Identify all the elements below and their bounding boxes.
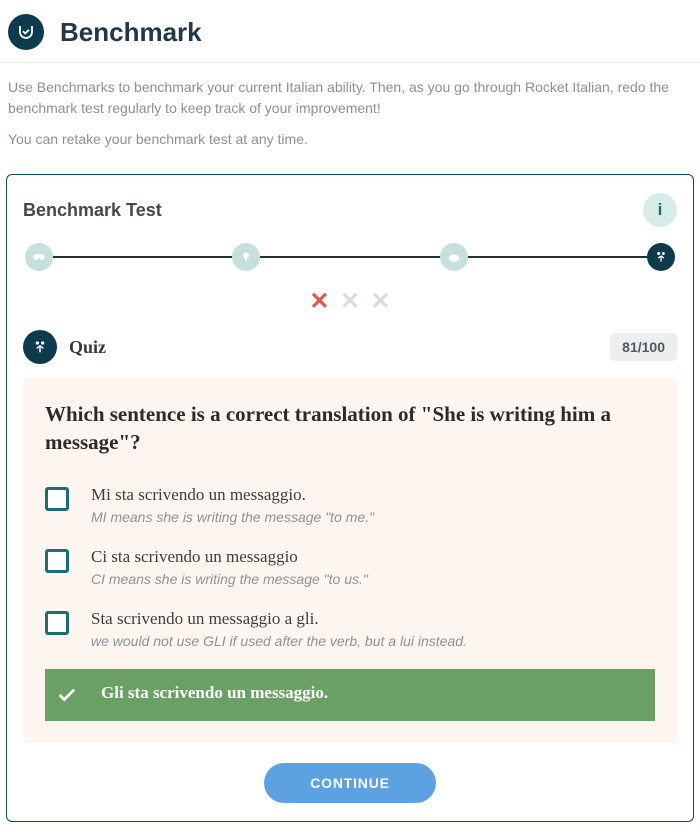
score-badge: 81/100 xyxy=(610,333,677,361)
option-text: Gli sta scrivendo un messaggio. xyxy=(101,683,645,703)
progress-line xyxy=(468,256,647,258)
progress-line xyxy=(53,256,232,258)
benchmark-card: Benchmark Test i ✕ ✕ ✕ Quiz xyxy=(6,174,694,822)
page-title: Benchmark xyxy=(60,17,202,48)
intro-paragraph-2: You can retake your benchmark test at an… xyxy=(8,129,692,150)
card-title: Benchmark Test xyxy=(23,200,162,221)
checkbox-icon xyxy=(45,487,69,511)
progress-line xyxy=(260,256,439,258)
quiz-option-2[interactable]: Ci sta scrivendo un messaggio CI means s… xyxy=(45,539,655,601)
progress-step-1 xyxy=(25,243,53,271)
intro-paragraph-1: Use Benchmarks to benchmark your current… xyxy=(8,77,692,119)
option-text: Sta scrivendo un messaggio a gli. xyxy=(91,609,655,629)
quiz-header: Quiz 81/100 xyxy=(23,330,677,364)
card-header: Benchmark Test i xyxy=(23,193,677,227)
option-text: Mi sta scrivendo un messaggio. xyxy=(91,485,655,505)
life-lost-icon: ✕ xyxy=(309,288,329,315)
question-text: Which sentence is a correct translation … xyxy=(45,400,655,457)
progress-tracker xyxy=(23,243,677,271)
checkbox-icon xyxy=(45,549,69,573)
question-box: Which sentence is a correct translation … xyxy=(23,378,677,743)
continue-button[interactable]: CONTINUE xyxy=(264,763,436,803)
quiz-option-4-correct[interactable]: Gli sta scrivendo un messaggio. xyxy=(45,669,655,721)
life-remaining-icon: ✕ xyxy=(340,288,360,315)
quiz-option-3[interactable]: Sta scrivendo un messaggio a gli. we wou… xyxy=(45,601,655,663)
checkbox-icon xyxy=(45,611,69,635)
progress-step-4-active xyxy=(647,243,675,271)
life-remaining-icon: ✕ xyxy=(371,288,391,315)
quiz-option-1[interactable]: Mi sta scrivendo un messaggio. MI means … xyxy=(45,477,655,539)
lives-remaining: ✕ ✕ ✕ xyxy=(23,287,677,316)
info-button[interactable]: i xyxy=(643,193,677,227)
info-icon: i xyxy=(658,200,663,220)
option-text: Ci sta scrivendo un messaggio xyxy=(91,547,655,567)
progress-step-3 xyxy=(440,243,468,271)
page-header: Benchmark xyxy=(0,0,700,63)
progress-step-2 xyxy=(232,243,260,271)
option-hint: MI means she is writing the message "to … xyxy=(91,509,655,525)
quiz-label: Quiz xyxy=(69,337,106,358)
option-hint: CI means she is writing the message "to … xyxy=(91,571,655,587)
quiz-icon xyxy=(23,330,57,364)
checkmark-icon xyxy=(55,683,79,707)
intro-text: Use Benchmarks to benchmark your current… xyxy=(0,63,700,166)
option-hint: we would not use GLI if used after the v… xyxy=(91,633,655,649)
benchmark-badge-icon xyxy=(8,14,44,50)
